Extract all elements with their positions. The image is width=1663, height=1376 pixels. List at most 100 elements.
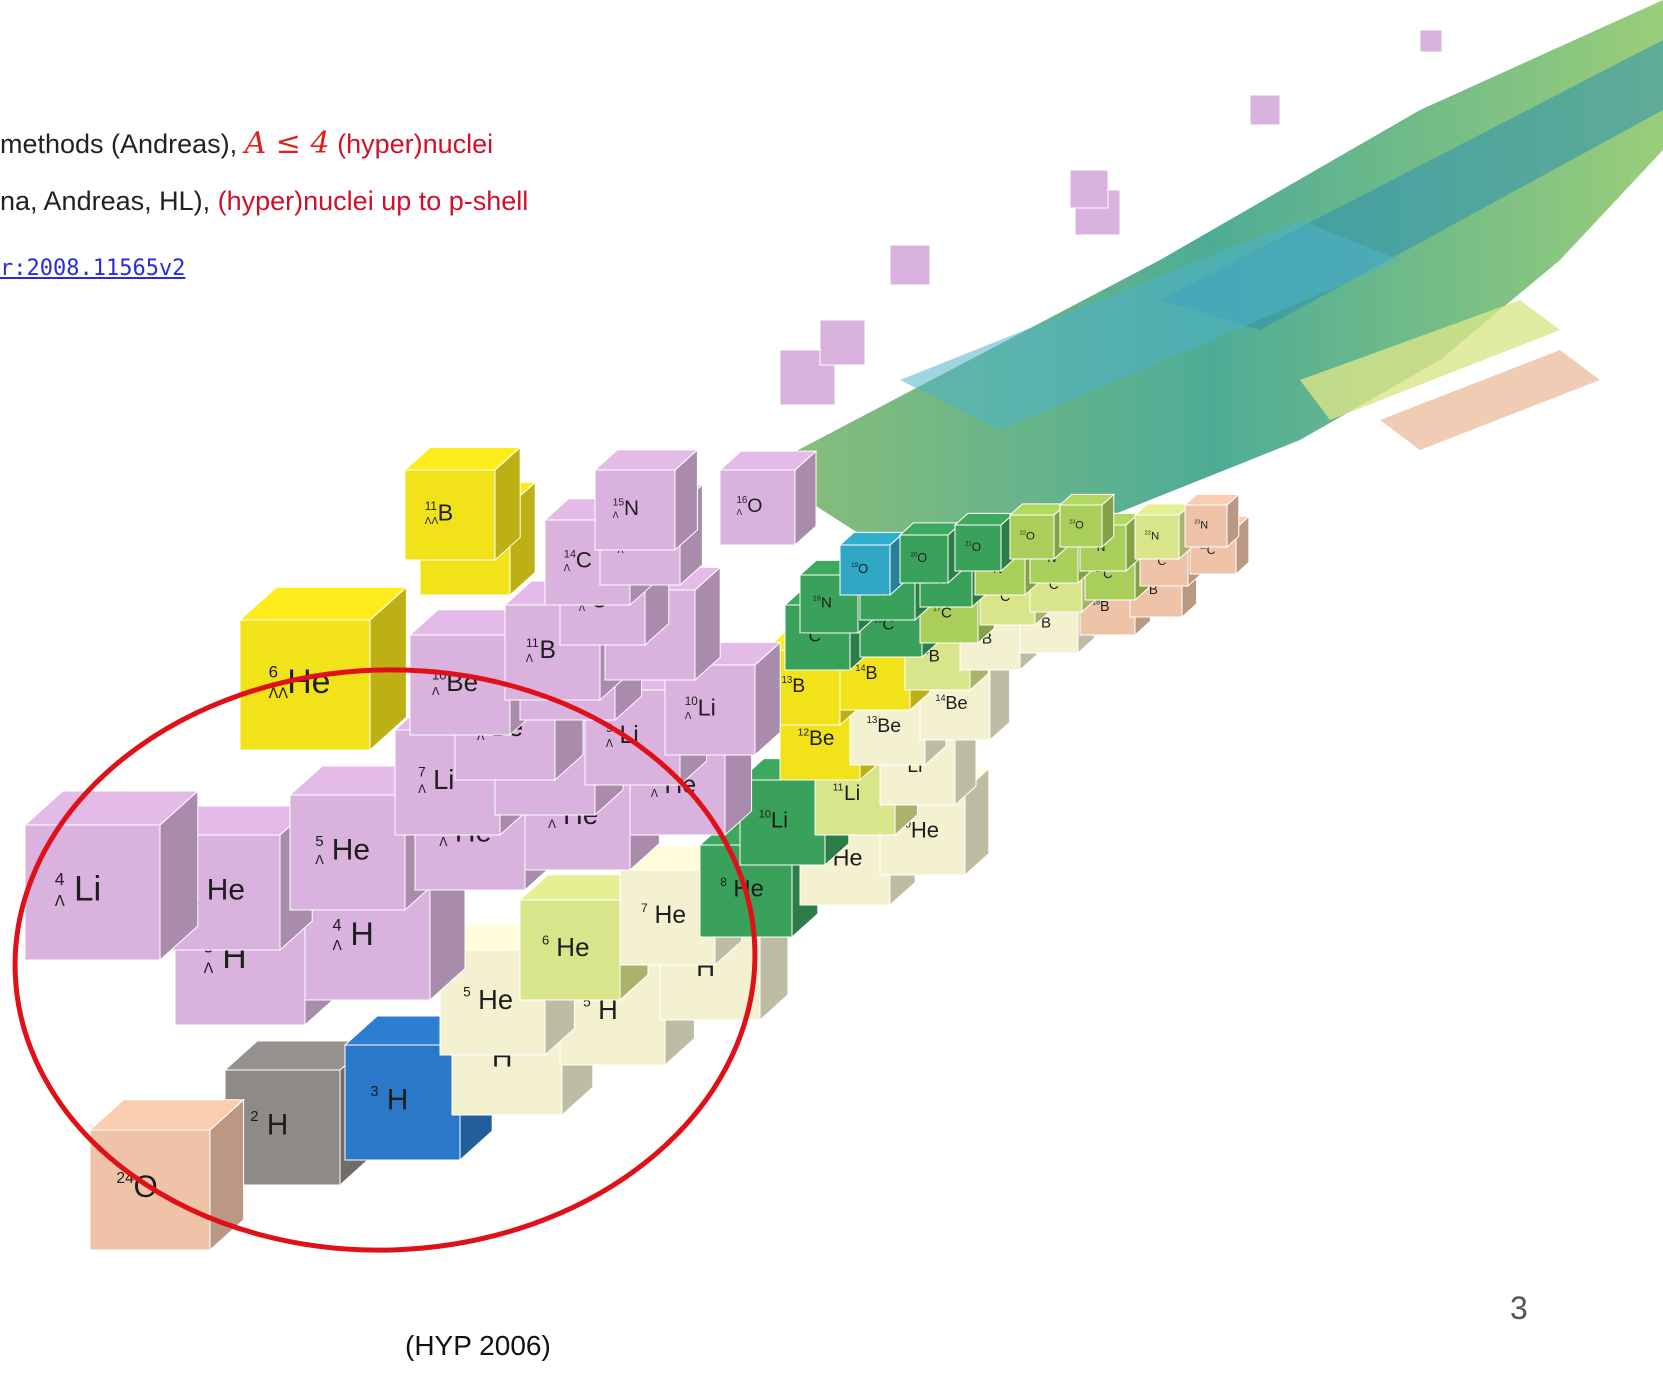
nucleus-symbol: H	[267, 1108, 289, 1141]
nucleus-symbol: O	[858, 561, 868, 576]
chart-far-region	[760, 0, 1663, 560]
nucleus-symbol: Li	[771, 808, 788, 833]
arxiv-link[interactable]: r:2008.11565v2	[0, 256, 186, 281]
mass-number: 5	[315, 833, 323, 850]
nucleus-symbol: Li	[844, 782, 860, 805]
nucleus-symbol: He	[654, 902, 686, 929]
mass-number: 4	[55, 869, 65, 889]
nucleus-symbol: Be	[809, 727, 834, 750]
mass-number: 22	[1020, 530, 1026, 536]
nucleus-cube-22N: N22	[1133, 502, 1193, 561]
mass-number: 22	[1145, 530, 1151, 536]
nucleus-symbol: O	[747, 495, 762, 517]
nucleus-symbol: He	[332, 833, 370, 866]
highlight-ellipse	[12, 667, 758, 1253]
lambda-label: Λ	[204, 961, 214, 977]
lambda-label: Λ	[333, 938, 343, 954]
header-line-2-text: na, Andreas, HL),	[0, 186, 218, 216]
mass-number: 17	[933, 604, 941, 613]
mass-number: 10	[685, 695, 699, 708]
mass-number: 2	[250, 1108, 258, 1125]
mass-number: 11	[425, 500, 437, 513]
mass-number: 11	[526, 636, 539, 650]
nucleus-symbol: N	[821, 594, 832, 611]
header-line-2-suffix: (hyper)nuclei up to p-shell	[217, 186, 529, 216]
lambda-label: Λ	[737, 507, 743, 517]
nucleus-symbol: He	[478, 984, 513, 1015]
nucleus-cube-24O: O24	[88, 1098, 245, 1252]
lambda-label: Λ	[439, 835, 448, 849]
lambda-label: Λ	[315, 852, 324, 867]
nucleus-symbol: N	[624, 497, 639, 520]
lambda-label: Λ	[613, 511, 619, 521]
mass-number-condition: A ≤ 4	[244, 126, 330, 161]
nucleus-symbol: N	[1151, 531, 1159, 543]
nucleus-cube-22O: O22	[1008, 502, 1068, 561]
nucleus-symbol: C	[1157, 554, 1166, 568]
header-line-1: methods (Andreas), A ≤ 4 (hyper)nuclei	[0, 126, 493, 161]
mass-number: 23	[1194, 520, 1200, 526]
mass-number: 13	[867, 715, 878, 726]
nucleus-symbol: He	[207, 873, 245, 906]
nucleus-symbol: B	[539, 637, 555, 664]
nucleus-symbol: O	[972, 540, 981, 554]
nucleus-symbol: Be	[945, 693, 967, 713]
nucleus-symbol: C	[1103, 566, 1112, 581]
page-number: 3	[1510, 1290, 1528, 1326]
nucleus-symbol: He	[911, 818, 939, 843]
nucleus-symbol: C	[1049, 577, 1059, 592]
nucleus-symbol: C	[1207, 543, 1216, 557]
nucleus-symbol: O	[917, 551, 927, 565]
lambda-label: ΛΛ	[269, 686, 289, 702]
lambda-label: Λ	[526, 653, 533, 665]
nucleus-cube-23N: N23	[1183, 493, 1241, 549]
lambda-label: Λ	[606, 738, 613, 750]
nucleus-symbol: H	[350, 916, 373, 952]
mass-number: 13	[782, 675, 793, 686]
lambda-label: Λ	[418, 782, 426, 796]
nucleus-symbol: Be	[877, 715, 901, 737]
nucleus-symbol: B	[1100, 599, 1110, 615]
nucleus-cube-19O: O19	[838, 531, 906, 597]
nucleus-symbol: B	[438, 499, 454, 525]
mass-number: 6	[542, 932, 549, 947]
mass-number: 3	[370, 1083, 378, 1100]
lambda-label: Λ	[651, 788, 658, 800]
nucleus-symbol: Li	[698, 694, 716, 720]
lambda-label: Λ	[548, 817, 556, 831]
mass-number: 7	[641, 901, 648, 915]
figure-caption: (HYP 2006)	[405, 1330, 551, 1361]
mass-number: 23	[1069, 520, 1075, 526]
mass-number: 4	[333, 916, 342, 934]
mass-number: 8	[720, 875, 727, 889]
lambda-label: ΛΛ	[425, 516, 439, 527]
mass-number: 19	[851, 562, 859, 569]
mass-number: 20	[911, 551, 918, 558]
nucleus-cube-23O: O23	[1058, 493, 1116, 549]
mass-number: 14	[564, 549, 576, 561]
nucleus-symbol: O	[1075, 520, 1083, 532]
mass-number: 21	[965, 541, 972, 547]
nucleus-symbol: Li	[433, 764, 454, 795]
mass-number: 16	[813, 594, 821, 603]
mass-number: 5	[463, 985, 471, 1000]
lambda-label: Λ	[685, 711, 692, 722]
header-line-1-text: methods (Andreas),	[0, 129, 245, 159]
nucleus-symbol: N	[1200, 520, 1208, 532]
nucleus-symbol: H	[598, 994, 618, 1025]
distant-hypernucleus-cube	[1249, 94, 1281, 126]
nucleus-symbol: B	[1149, 582, 1158, 597]
nucleus-symbol: B	[792, 675, 805, 697]
nucleus-cube-20O: O20	[898, 521, 963, 585]
mass-number: 10	[759, 809, 771, 821]
distant-hypernucleus-cube	[889, 244, 931, 286]
lambda-label: Λ	[564, 563, 571, 574]
nucleus-symbol: C	[941, 604, 952, 621]
header-line-2: na, Andreas, HL), (hyper)nuclei up to p-…	[0, 186, 528, 217]
mass-number: 6	[269, 663, 278, 682]
nucleus-symbol: C	[1000, 589, 1010, 605]
mass-number: 12	[798, 727, 810, 738]
